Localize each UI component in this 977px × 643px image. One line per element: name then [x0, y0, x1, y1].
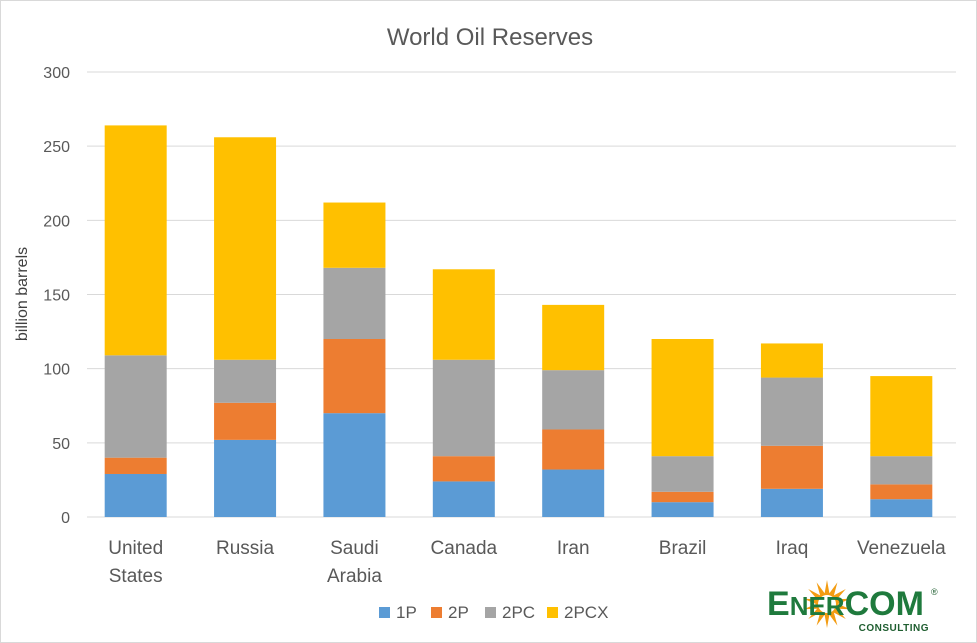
bar-segment-1p — [214, 439, 277, 517]
logo-wordmark: ENERCOM — [767, 585, 924, 623]
y-tick-label: 300 — [43, 65, 70, 82]
bar-segment-2pc — [651, 456, 714, 492]
legend-label-2p: 2P — [448, 603, 469, 622]
bar-segment-1p — [651, 502, 714, 517]
legend-label-2pcx: 2PCX — [564, 603, 608, 622]
x-category-label: Saudi — [330, 538, 379, 559]
bar-segment-1p — [760, 488, 823, 517]
x-category-label: Iran — [557, 538, 590, 559]
legend-swatch-1p — [379, 607, 390, 618]
chart-title: World Oil Reserves — [387, 24, 593, 51]
x-category-label: United — [108, 538, 163, 559]
y-tick-label: 250 — [43, 139, 70, 156]
bar-segment-2pcx — [323, 202, 386, 268]
y-axis-label: billion barrels — [14, 247, 31, 341]
legend-label-2pc: 2PC — [502, 603, 535, 622]
legend-swatch-2pc — [485, 607, 496, 618]
enercom-logo: ENERCOM ® CONSULTING — [767, 580, 938, 634]
legend-swatch-2p — [431, 607, 442, 618]
x-category-label: Russia — [216, 538, 275, 559]
x-axis-category-labels: United States Russia Saudi Arabia Canada Iran B… — [108, 538, 946, 587]
x-category-label: Venezuela — [857, 538, 946, 559]
bar-segment-2pc — [104, 355, 167, 458]
bar-segment-2p — [214, 402, 277, 440]
bar-segment-2p — [104, 457, 167, 474]
x-category-label: Brazil — [659, 538, 707, 559]
x-category-label: Iraq — [776, 538, 809, 559]
bar-segment-2pc — [542, 370, 605, 430]
bar-segment-2pcx — [214, 137, 277, 360]
bar-segment-1p — [870, 499, 933, 517]
bar-segment-2pcx — [542, 304, 605, 371]
bar-segment-1p — [542, 469, 605, 517]
bar-segment-2pcx — [651, 339, 714, 457]
bar-segment-2pcx — [104, 125, 167, 356]
bar-segment-2p — [651, 491, 714, 503]
bar-segment-2pc — [760, 377, 823, 446]
bar-segment-2pcx — [760, 343, 823, 378]
bar-segment-2pcx — [432, 269, 495, 360]
y-tick-label: 150 — [43, 288, 70, 305]
x-category-label: States — [109, 566, 163, 587]
bar-segment-2p — [323, 339, 386, 414]
legend: 1P 2P 2PC 2PCX — [379, 603, 608, 622]
logo-subtitle: CONSULTING — [859, 623, 929, 634]
starburst-icon — [803, 580, 851, 628]
bar-segment-2p — [432, 456, 495, 482]
bar-segment-2pcx — [870, 376, 933, 457]
bar-segment-2pc — [870, 456, 933, 485]
x-category-label: Arabia — [327, 566, 382, 587]
bar-segment-2pc — [432, 359, 495, 457]
bar-segment-1p — [432, 481, 495, 517]
y-tick-label: 200 — [43, 213, 70, 230]
bar-segment-1p — [323, 413, 386, 517]
legend-swatch-2pcx — [547, 607, 558, 618]
logo-registered-mark: ® — [931, 587, 938, 597]
y-tick-label: 50 — [52, 436, 70, 453]
x-category-label: Canada — [431, 538, 498, 559]
y-tick-label: 100 — [43, 362, 70, 379]
bar-segment-2p — [870, 484, 933, 500]
legend-label-1p: 1P — [396, 603, 417, 622]
bar-segment-2pc — [214, 359, 277, 403]
bar-segment-1p — [104, 473, 167, 517]
bar-segment-2pc — [323, 267, 386, 339]
bar-segment-2p — [760, 445, 823, 489]
y-tick-label: 0 — [61, 510, 70, 527]
y-axis-ticks: 0 50 100 150 200 250 300 — [43, 65, 70, 527]
bar-segment-2p — [542, 429, 605, 470]
bars — [104, 125, 933, 517]
